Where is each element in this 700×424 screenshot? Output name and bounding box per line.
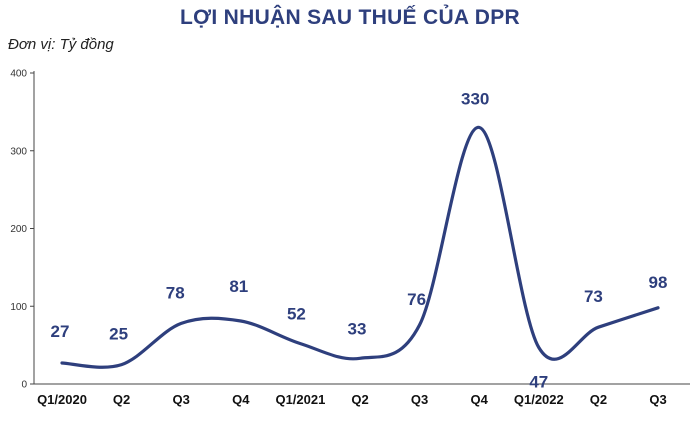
chart-title: LỢI NHUẬN SAU THUẾ CỦA DPR [180, 6, 520, 29]
y-tick-label: 0 [21, 380, 27, 391]
data-label: 73 [584, 287, 603, 306]
data-label: 98 [649, 273, 668, 292]
y-tick-label: 400 [10, 69, 27, 80]
y-tick-label: 100 [10, 302, 27, 313]
data-point [537, 345, 541, 349]
y-tick-label: 200 [10, 224, 27, 235]
data-point [120, 363, 124, 367]
x-tick-label: Q3 [411, 392, 428, 407]
x-tick-label: Q3 [649, 392, 666, 407]
data-label: 76 [407, 290, 426, 309]
unit-label: Đơn vị: Tỷ đồng [8, 36, 114, 53]
x-tick-label: Q2 [113, 392, 130, 407]
data-point [298, 342, 302, 346]
data-label: 52 [287, 305, 306, 324]
series-line [60, 125, 660, 369]
x-tick-label: Q4 [232, 392, 250, 407]
x-tick-label: Q1/2021 [275, 392, 325, 407]
data-point [477, 125, 481, 129]
data-label: 33 [348, 319, 367, 338]
data-label: 81 [229, 277, 248, 296]
label-layer: 27 25 78 81 52 33 76 330 47 73 98 [51, 89, 668, 391]
data-label: 330 [461, 89, 489, 108]
x-tick-label: Q3 [173, 392, 190, 407]
x-tick-label: Q2 [590, 392, 607, 407]
data-point [418, 323, 422, 327]
data-point [60, 361, 64, 365]
x-tick-label: Q4 [471, 392, 489, 407]
axis-layer: 0 100 200 300 400 Q1/2020 Q2 Q3 Q4 Q1/2021 Q2 Q3 Q4 Q… [10, 69, 690, 407]
data-label: 25 [109, 325, 128, 344]
data-point [358, 356, 362, 360]
series-layer [60, 125, 660, 369]
x-tick-label: Q1/2020 [37, 392, 87, 407]
data-point [179, 321, 183, 325]
x-tick-label: Q1/2022 [514, 392, 564, 407]
x-tick-label: Q2 [351, 392, 368, 407]
data-point [239, 319, 243, 323]
data-label: 47 [529, 372, 548, 391]
data-label: 78 [166, 283, 185, 302]
data-point [656, 306, 660, 310]
data-point [596, 325, 600, 329]
data-label: 27 [51, 322, 70, 341]
y-tick-label: 300 [10, 146, 27, 157]
